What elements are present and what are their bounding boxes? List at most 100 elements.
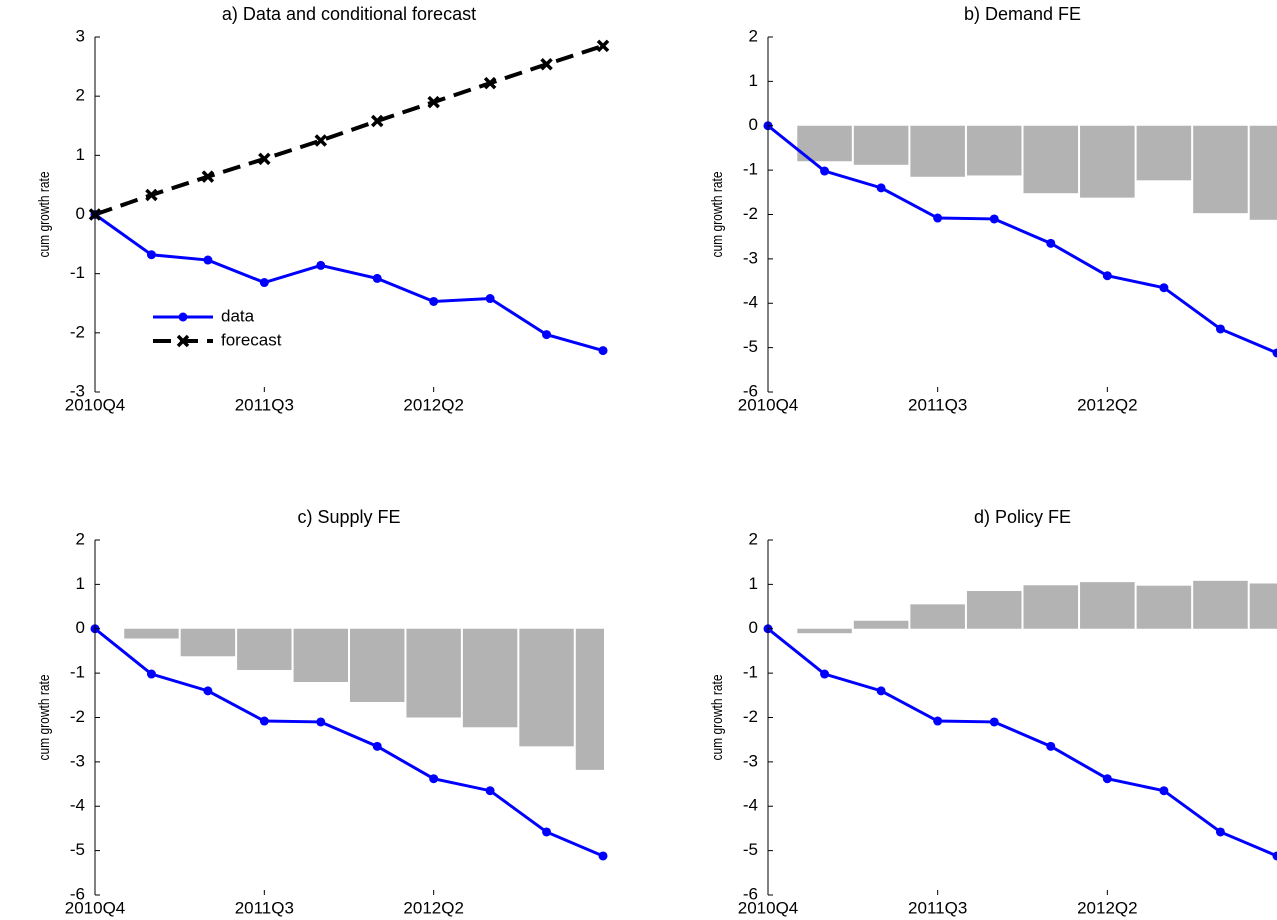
- panel: b) Demand FE cum growth rate -6 -5 -4 -3 -2 -1 0…: [709, 4, 1277, 414]
- bar: [853, 620, 909, 629]
- bar: [853, 125, 909, 165]
- y-tick-label: 1: [749, 574, 758, 593]
- marker: [876, 686, 886, 696]
- y-tick-label: -1: [70, 263, 85, 282]
- bar: [462, 628, 518, 728]
- marker: [314, 134, 328, 147]
- y-tick-label: 3: [76, 26, 85, 45]
- marker: [1215, 827, 1225, 837]
- bar: [966, 591, 1022, 629]
- bar: [1023, 585, 1079, 629]
- marker: [203, 686, 213, 696]
- marker: [145, 188, 158, 202]
- chart-title: a) Data and conditional forecast: [222, 4, 476, 24]
- y-tick-label: -6: [743, 381, 758, 400]
- y-tick-label: -3: [743, 248, 758, 267]
- marker: [1215, 324, 1225, 334]
- x-tick-label: 2010Q4: [65, 395, 126, 414]
- x-tick-label: 2012Q2: [403, 395, 464, 414]
- x-tick-label: 2012Q2: [1077, 395, 1138, 414]
- marker: [540, 57, 553, 71]
- legend-marker: [178, 312, 188, 322]
- series-line: [95, 627, 604, 858]
- marker: [876, 183, 886, 193]
- y-tick-label: 2: [749, 26, 758, 45]
- bar: [519, 628, 574, 747]
- marker: [820, 166, 830, 176]
- legend-label: forecast: [221, 330, 282, 349]
- x-tick-label: 2011Q3: [235, 898, 294, 917]
- bar: [910, 125, 965, 177]
- marker: [258, 152, 271, 166]
- x-tick-label: 2010Q4: [738, 395, 799, 414]
- plot-area: [768, 124, 1277, 355]
- marker: [429, 296, 439, 306]
- panel: c) Supply FE cum growth rate -6 -5 -4 -3 -2 -1 0…: [36, 507, 608, 917]
- bar: [1080, 125, 1135, 198]
- marker: [1102, 774, 1112, 784]
- y-tick-label: -2: [743, 707, 758, 726]
- legend-label: data: [221, 306, 255, 325]
- bar: [1023, 125, 1079, 194]
- marker: [203, 255, 213, 265]
- marker: [201, 170, 215, 183]
- x-tick-label: 2011Q3: [235, 395, 294, 414]
- y-tick-label: 0: [749, 115, 758, 134]
- marker: [989, 214, 999, 224]
- bar: [350, 628, 405, 702]
- marker: [427, 95, 440, 109]
- bar: [1193, 125, 1248, 214]
- marker: [596, 39, 610, 53]
- bar: [1249, 583, 1277, 629]
- marker: [316, 260, 326, 270]
- x-tick-label: 2011Q3: [908, 395, 967, 414]
- series-line: [768, 627, 1277, 858]
- marker: [370, 114, 384, 128]
- y-tick-label: -6: [743, 884, 758, 903]
- y-tick-label: -1: [743, 160, 758, 179]
- y-tick-label: -1: [70, 663, 85, 682]
- y-axis-label: cum growth rate: [36, 674, 53, 760]
- chart-title: b) Demand FE: [964, 4, 1081, 24]
- marker: [259, 716, 269, 726]
- y-tick-label: -5: [70, 840, 85, 859]
- plot-area: [95, 627, 604, 858]
- bar: [575, 628, 604, 770]
- bar: [1193, 580, 1248, 629]
- chart-title: d) Policy FE: [974, 507, 1071, 527]
- plot-area: [768, 580, 1277, 858]
- bar: [293, 628, 348, 682]
- x-tick-label: 2012Q2: [403, 898, 464, 917]
- y-tick-label: -3: [743, 751, 758, 770]
- bar: [910, 604, 965, 629]
- bar: [797, 628, 852, 634]
- y-tick-label: 1: [749, 71, 758, 90]
- marker: [372, 741, 382, 751]
- marker: [1046, 741, 1056, 751]
- bar: [180, 628, 236, 657]
- panel: d) Policy FE cum growth rate -6 -5 -4 -3 -2 -1 0…: [709, 507, 1277, 917]
- marker: [1102, 271, 1112, 281]
- marker: [372, 273, 382, 283]
- marker: [485, 294, 495, 304]
- y-tick-label: -5: [743, 337, 758, 356]
- x-tick-label: 2010Q4: [738, 898, 799, 917]
- x-tick-label: 2012Q2: [1077, 898, 1138, 917]
- bar: [124, 628, 179, 639]
- series-line: [768, 124, 1277, 355]
- x-tick-label: 2010Q4: [65, 898, 126, 917]
- bar: [966, 125, 1022, 176]
- marker: [989, 717, 999, 727]
- marker: [820, 669, 830, 679]
- marker: [542, 827, 552, 837]
- marker: [598, 346, 608, 356]
- y-tick-label: 0: [749, 618, 758, 637]
- bar: [1136, 585, 1192, 629]
- bar: [406, 628, 461, 718]
- y-tick-label: -2: [70, 707, 85, 726]
- y-tick-label: -4: [743, 293, 758, 312]
- marker: [146, 669, 156, 679]
- marker: [146, 250, 156, 260]
- y-tick-label: -3: [70, 381, 85, 400]
